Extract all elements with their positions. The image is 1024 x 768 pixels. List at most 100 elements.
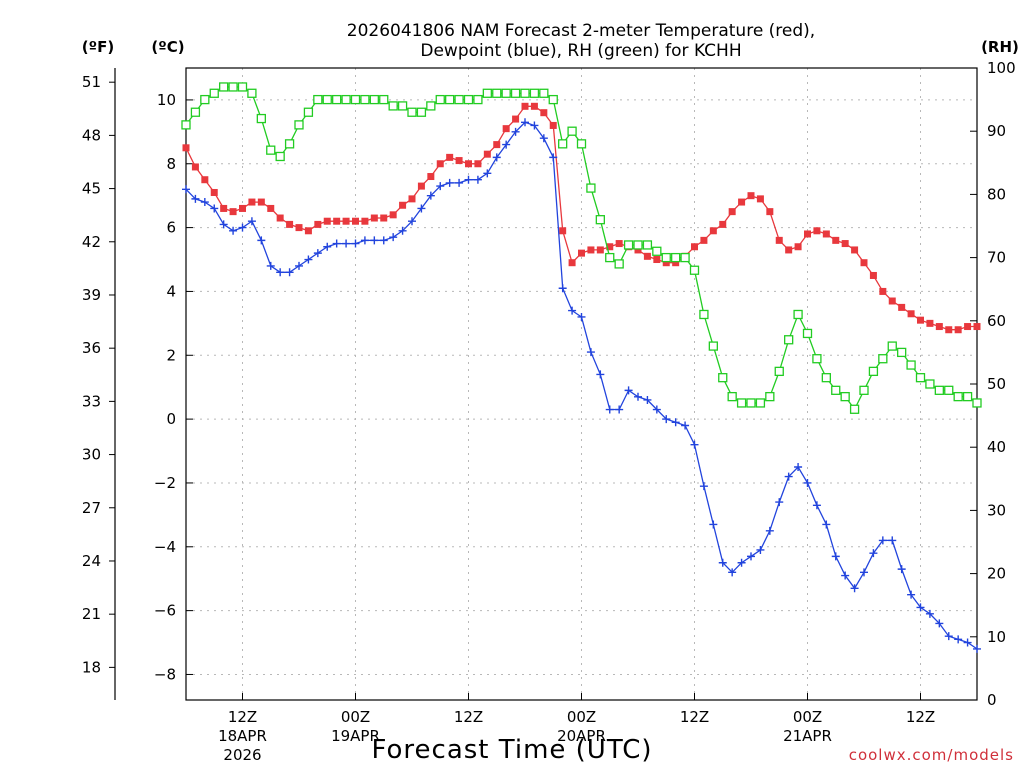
dewpoint-point bbox=[794, 462, 803, 471]
temperature-point bbox=[766, 208, 774, 216]
rh-point bbox=[934, 385, 944, 395]
dewpoint-point bbox=[389, 233, 398, 242]
dewpoint-markers bbox=[182, 118, 981, 653]
dewpoint-point bbox=[370, 236, 379, 245]
temperature-point bbox=[794, 243, 802, 251]
rh-point bbox=[435, 94, 445, 105]
rh-tick-label: 50 bbox=[987, 375, 1006, 393]
rh-point bbox=[595, 215, 605, 225]
rh-point bbox=[256, 113, 266, 124]
chart-title-line1: 2026041806 NAM Forecast 2-meter Temperat… bbox=[347, 21, 815, 41]
dewpoint-point bbox=[690, 440, 699, 449]
dewpoint-point bbox=[728, 568, 737, 577]
rh-point bbox=[181, 120, 191, 130]
dewpoint-point bbox=[935, 619, 944, 628]
fahrenheit-tick-label: 36 bbox=[82, 339, 101, 357]
dewpoint-point bbox=[925, 609, 934, 618]
temperature-point bbox=[540, 109, 548, 117]
temperature-point bbox=[578, 249, 585, 257]
temperature-point bbox=[606, 243, 614, 251]
temperature-point bbox=[879, 287, 887, 295]
time-tick-label: 00Z bbox=[793, 708, 822, 726]
fahrenheit-tick-label: 45 bbox=[82, 180, 101, 198]
time-tick-label: 12Z bbox=[680, 708, 709, 726]
temperature-point bbox=[257, 198, 265, 206]
rh-point bbox=[868, 366, 879, 377]
credit-link[interactable]: coolwx.com/models bbox=[849, 746, 1014, 764]
rh-point bbox=[821, 373, 831, 383]
temperature-point bbox=[248, 198, 256, 206]
rh-point bbox=[849, 404, 860, 414]
temperature-point bbox=[191, 163, 199, 171]
fahrenheit-tick-label: 27 bbox=[82, 499, 101, 517]
dewpoint-point bbox=[323, 242, 332, 251]
rh-point bbox=[576, 139, 587, 149]
rh-tick-label: 90 bbox=[987, 122, 1006, 140]
dewpoint-point bbox=[756, 545, 765, 554]
dewpoint-point bbox=[577, 312, 586, 321]
temperature-point bbox=[973, 323, 981, 331]
rh-tick-label: 80 bbox=[987, 185, 1006, 203]
temperature-point bbox=[785, 246, 793, 254]
rh-point bbox=[605, 252, 615, 263]
rh-markers bbox=[181, 82, 982, 414]
temperature-point bbox=[662, 259, 670, 267]
rh-point bbox=[642, 240, 653, 250]
dewpoint-point bbox=[398, 226, 407, 235]
temperature-point bbox=[964, 323, 972, 331]
celsius-tick-label: 10 bbox=[157, 91, 176, 109]
rh-point bbox=[812, 354, 822, 364]
rh-point bbox=[623, 240, 634, 250]
temperature-point bbox=[907, 310, 915, 318]
temperature-point bbox=[333, 217, 341, 225]
temperature-point bbox=[314, 220, 322, 228]
temperature-point bbox=[559, 227, 567, 235]
unit-label-celsius: (ºC) bbox=[151, 38, 184, 56]
date-tick-label: 20APR bbox=[557, 727, 606, 745]
celsius-tick-label: 0 bbox=[166, 410, 176, 428]
dewpoint-point bbox=[568, 306, 577, 315]
rh-point bbox=[840, 391, 850, 402]
rh-point bbox=[859, 385, 869, 395]
rh-point bbox=[774, 366, 784, 377]
rh-point bbox=[397, 101, 408, 111]
temperature-point bbox=[568, 259, 576, 267]
temperature-point bbox=[474, 160, 482, 168]
rh-point bbox=[558, 139, 568, 149]
time-tick-label: 12Z bbox=[906, 708, 935, 726]
rh-point bbox=[510, 88, 521, 98]
dewpoint-point bbox=[313, 249, 322, 258]
dewpoint-point bbox=[944, 632, 953, 641]
rh-point bbox=[718, 373, 728, 383]
dewpoint-point bbox=[257, 236, 266, 245]
rh-point bbox=[303, 107, 314, 117]
temperature-point bbox=[342, 217, 350, 225]
temperature-point bbox=[182, 144, 190, 152]
dewpoint-point bbox=[878, 536, 887, 545]
rh-point bbox=[350, 94, 361, 105]
dewpoint-point bbox=[351, 239, 360, 248]
dewpoint-point bbox=[238, 223, 247, 232]
dewpoint-point bbox=[379, 236, 388, 245]
rh-point bbox=[765, 391, 775, 402]
dewpoint-point bbox=[445, 178, 454, 187]
year-tick-label: 2026 bbox=[223, 746, 261, 764]
dewpoint-point bbox=[643, 395, 652, 404]
dewpoint-point bbox=[304, 255, 313, 264]
dewpoint-point bbox=[709, 520, 718, 529]
dewpoint-point bbox=[718, 558, 727, 567]
time-tick-label: 00Z bbox=[567, 708, 596, 726]
temperature-point bbox=[229, 208, 237, 216]
rh-point bbox=[906, 360, 916, 370]
fahrenheit-tick-label: 39 bbox=[82, 286, 101, 304]
grid-lines bbox=[186, 68, 977, 700]
rh-point bbox=[925, 379, 935, 389]
temperature-point bbox=[832, 236, 840, 244]
rh-point bbox=[878, 354, 888, 364]
dewpoint-point bbox=[681, 421, 690, 430]
temperature-point bbox=[738, 198, 746, 206]
dewpoint-point bbox=[455, 178, 464, 187]
temperature-point bbox=[954, 326, 962, 334]
temperature-point bbox=[295, 224, 303, 232]
temperature-point bbox=[417, 182, 425, 190]
